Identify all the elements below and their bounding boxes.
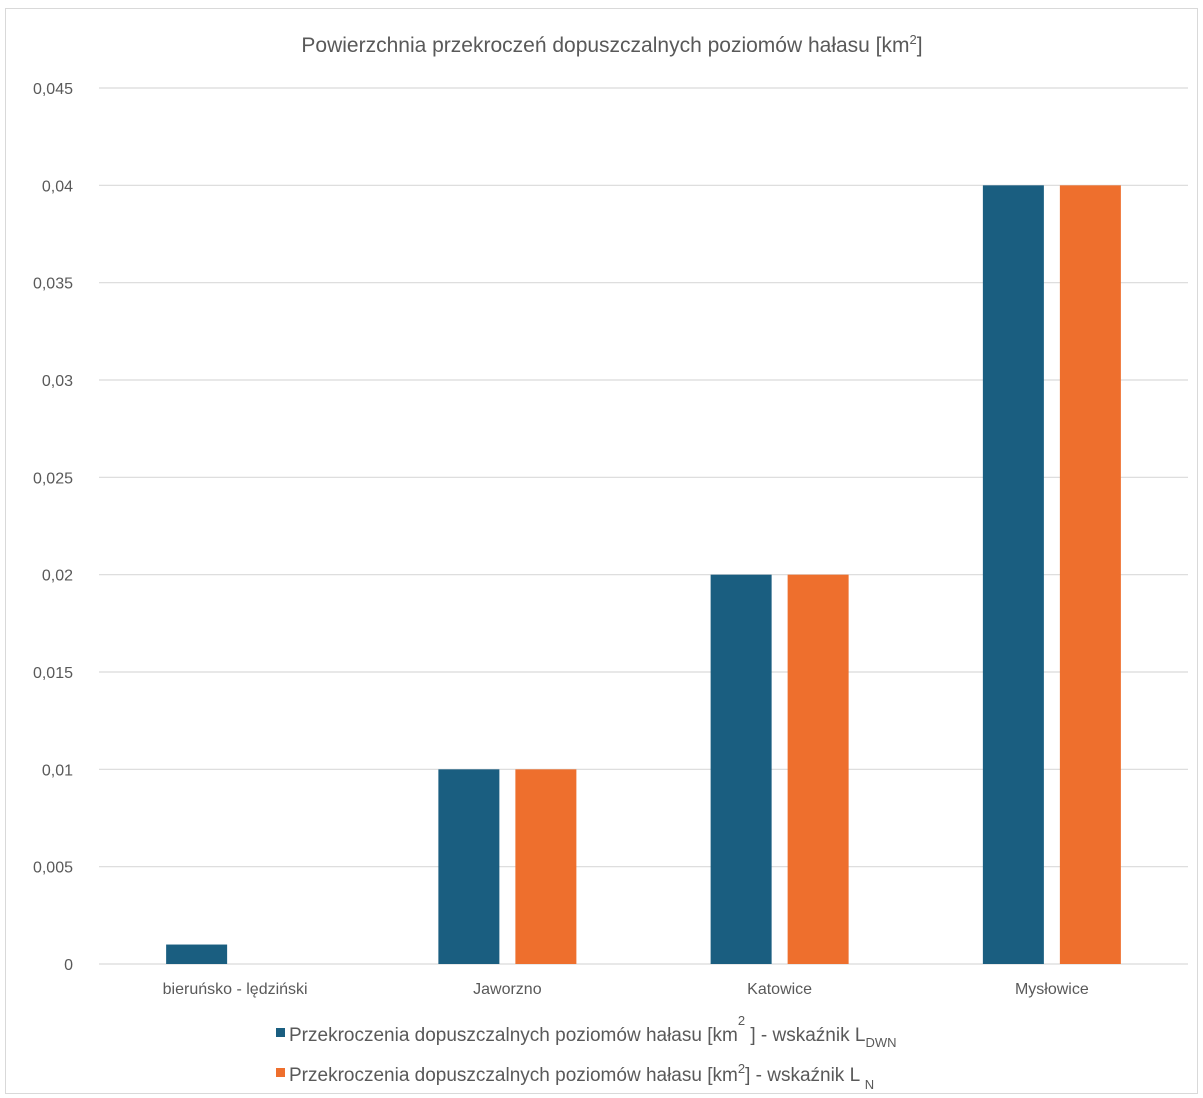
x-tick-label: Mysłowice	[1015, 981, 1089, 998]
legend-label-series-2: Przekroczenia dopuszczalnych poziomów ha…	[289, 1061, 874, 1092]
bars	[166, 185, 1121, 965]
bar-series-2	[787, 574, 849, 964]
x-tick-label: Jaworzno	[473, 981, 542, 998]
y-tick-label: 0	[64, 957, 73, 974]
bar-series-2	[515, 769, 577, 964]
y-tick-label: 0,005	[33, 860, 73, 877]
legend-item-series-1: Przekroczenia dopuszczalnych poziomów ha…	[276, 1013, 896, 1050]
chart-title: Powierzchnia przekroczeń dopuszczalnych …	[301, 32, 922, 57]
x-tick-label: Katowice	[747, 981, 812, 998]
y-tick-label: 0,02	[42, 568, 73, 585]
y-tick-label: 0,015	[33, 665, 73, 682]
y-tick-label: 0,01	[42, 762, 73, 779]
y-tick-label: 0,025	[33, 470, 73, 487]
legend-swatch-series-2	[276, 1068, 285, 1077]
bar-series-1	[710, 574, 772, 964]
y-tick-label: 0,035	[33, 276, 73, 293]
legend-label-series-1: Przekroczenia dopuszczalnych poziomów ha…	[289, 1013, 896, 1050]
y-tick-label: 0,03	[42, 373, 73, 390]
bar-series-1	[438, 769, 500, 964]
y-tick-label: 0,045	[33, 81, 73, 98]
bar-series-1	[982, 185, 1044, 965]
bar-series-1	[166, 944, 228, 964]
legend: Przekroczenia dopuszczalnych poziomów ha…	[276, 1013, 896, 1092]
y-axis-ticks: 0 0,005 0,01 0,015 0,02 0,025 0,03 0,035 0,04 0,0…	[33, 81, 73, 974]
y-tick-label: 0,04	[42, 178, 73, 195]
legend-swatch-series-1	[276, 1028, 285, 1037]
x-axis-ticks: bieruńsko - lędziński Jaworzno Katowice Mys…	[163, 981, 1089, 998]
x-tick-label: bieruńsko - lędziński	[163, 981, 308, 998]
legend-item-series-2: Przekroczenia dopuszczalnych poziomów ha…	[276, 1061, 874, 1092]
bar-series-2	[1059, 185, 1121, 965]
